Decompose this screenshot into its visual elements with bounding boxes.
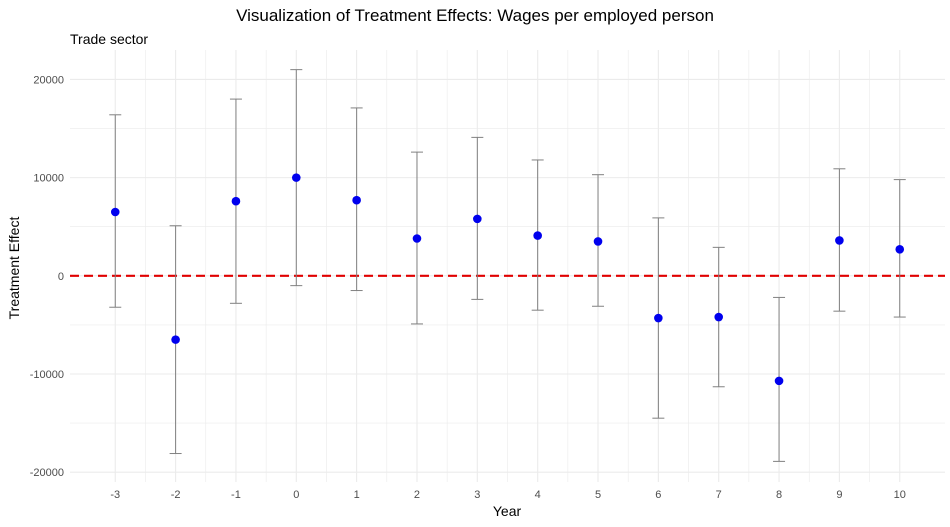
data-point [352, 195, 361, 205]
x-tick-label: 4 [535, 489, 541, 501]
x-tick-label: 10 [894, 489, 906, 501]
x-tick-label: 6 [655, 489, 661, 501]
data-point [110, 207, 120, 217]
y-tick-label: 20000 [33, 74, 64, 86]
x-tick-label: -3 [110, 489, 120, 501]
x-tick-label: 0 [293, 489, 299, 501]
data-point [593, 237, 603, 246]
chart-title: Visualization of Treatment Effects: Wage… [236, 6, 714, 25]
y-tick-label: -10000 [30, 369, 64, 381]
y-tick-labels: -20000 -10000 0 10000 20000 [30, 74, 64, 479]
y-tick-label: 0 [58, 271, 64, 283]
x-tick-label: 5 [595, 489, 601, 501]
data-point [533, 231, 542, 240]
x-tick-label: 9 [836, 489, 842, 501]
data-point [291, 173, 301, 182]
y-tick-label: -20000 [30, 467, 64, 479]
chart-subtitle: Trade sector [70, 31, 149, 47]
x-axis-label: Year [492, 503, 522, 519]
y-tick-label: 10000 [33, 173, 64, 185]
data-point [654, 313, 663, 323]
x-tick-label: 2 [414, 489, 420, 501]
data-point [774, 376, 784, 386]
x-tick-label: 7 [716, 489, 722, 501]
data-point [473, 214, 482, 224]
data-point [835, 236, 844, 245]
data-points [110, 173, 905, 386]
data-point [412, 234, 422, 243]
data-point [171, 335, 180, 344]
x-tick-label: 1 [354, 489, 360, 501]
x-tick-label: -1 [231, 489, 241, 501]
x-tick-labels: -3 -2 -1 0 1 2 3 4 5 6 7 8 9 10 [110, 489, 905, 501]
data-point [895, 245, 905, 254]
minor-gridlines [70, 50, 945, 482]
x-tick-label: 8 [776, 489, 782, 501]
x-tick-label: 3 [474, 489, 480, 501]
x-tick-label: -2 [171, 489, 181, 501]
data-point [714, 312, 724, 322]
data-point [231, 196, 241, 206]
